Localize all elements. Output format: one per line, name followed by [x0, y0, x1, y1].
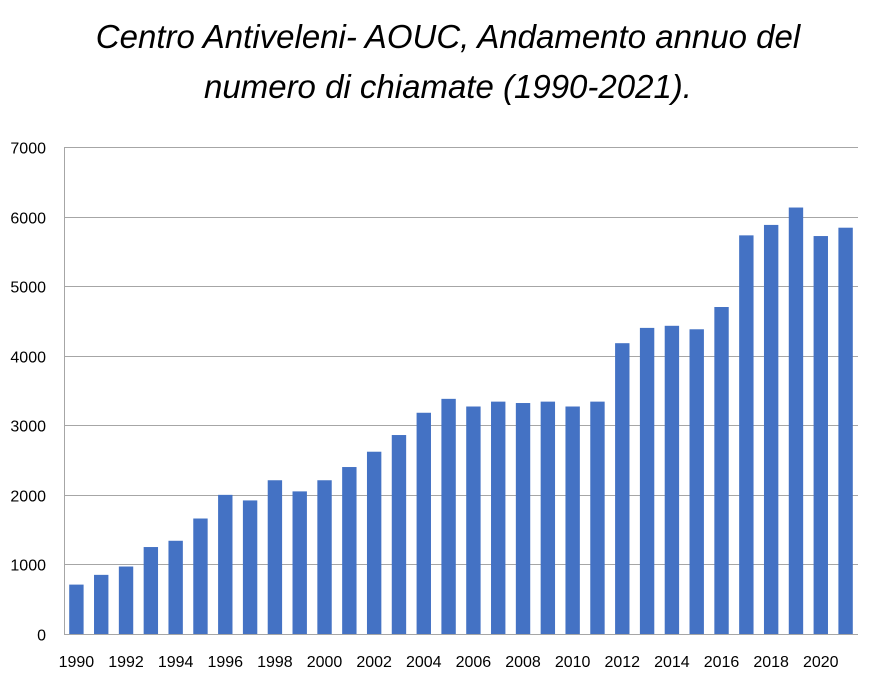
- y-tick-label-3000: 3000: [10, 419, 46, 436]
- bar-2000: [317, 480, 332, 634]
- y-tick-label-7000: 7000: [10, 141, 46, 158]
- x-tick-label-2012: 2012: [604, 654, 640, 671]
- x-tick-label-2000: 2000: [307, 654, 343, 671]
- bar-2016: [714, 307, 729, 634]
- bar-2018: [763, 224, 779, 635]
- y-tick-label-6000: 6000: [10, 211, 46, 228]
- x-tick-label-2020: 2020: [803, 654, 839, 671]
- bar-2005: [441, 398, 456, 634]
- bar-1998: [267, 480, 283, 634]
- x-tick-label-1994: 1994: [158, 654, 194, 671]
- bar-1999: [292, 491, 307, 634]
- bar-1997: [242, 500, 258, 634]
- x-tick-label-2016: 2016: [704, 654, 740, 671]
- x-tick-label-2010: 2010: [555, 654, 591, 671]
- bar-1991: [94, 574, 109, 634]
- bar-2002: [366, 451, 382, 634]
- x-tick-label-2002: 2002: [356, 654, 392, 671]
- bar-2001: [342, 467, 357, 634]
- bar-2013: [639, 327, 655, 634]
- bar-2014: [664, 325, 680, 634]
- x-tick-label-1996: 1996: [207, 654, 243, 671]
- chart-title: Centro Antiveleni- AOUC, Andamento annuo…: [0, 12, 896, 112]
- bar-2011: [590, 401, 605, 634]
- bar-1994: [168, 540, 183, 634]
- y-tick-labels: 0 1000 2000 3000 4000 5000 6000 7000: [10, 141, 46, 645]
- y-tick-label-4000: 4000: [10, 350, 46, 367]
- bar-2020: [813, 236, 828, 635]
- bar-1990: [69, 584, 84, 634]
- bar-2010: [565, 406, 580, 634]
- bars: [69, 207, 853, 635]
- bar-2015: [689, 329, 704, 634]
- x-tick-label-1992: 1992: [108, 654, 144, 671]
- bar-2008: [515, 403, 531, 634]
- x-tick-labels: 1990 1992 1994 1996 1998 2000 2002 2004 2006 2008…: [59, 654, 839, 671]
- bar-1995: [193, 518, 208, 634]
- bar-2021: [838, 227, 853, 634]
- bar-1992: [118, 566, 134, 634]
- x-tick-label-1990: 1990: [59, 654, 95, 671]
- bar-2017: [739, 235, 754, 635]
- y-tick-label-0: 0: [37, 628, 46, 645]
- axes: [64, 147, 858, 635]
- bar-1996: [218, 494, 233, 634]
- x-tick-label-2004: 2004: [406, 654, 442, 671]
- x-tick-label-1998: 1998: [257, 654, 293, 671]
- bar-2012: [615, 343, 630, 634]
- chart-title-line-2: numero di chiamate (1990-2021).: [204, 68, 692, 105]
- bar-2006: [466, 406, 481, 634]
- bar-2003: [391, 435, 407, 634]
- gridlines: [64, 147, 858, 565]
- y-tick-label-2000: 2000: [10, 489, 46, 506]
- x-tick-label-2008: 2008: [505, 654, 541, 671]
- y-tick-label-5000: 5000: [10, 280, 46, 297]
- bar-2009: [540, 401, 556, 634]
- bar-2004: [416, 412, 431, 634]
- x-tick-label-2014: 2014: [654, 654, 690, 671]
- bar-1993: [143, 547, 159, 634]
- bar-2007: [491, 401, 506, 634]
- chart-title-line-1: Centro Antiveleni- AOUC, Andamento annuo…: [95, 18, 801, 55]
- bar-2019: [788, 207, 804, 634]
- x-tick-label-2018: 2018: [753, 654, 789, 671]
- y-tick-label-1000: 1000: [10, 558, 46, 575]
- x-tick-label-2006: 2006: [456, 654, 492, 671]
